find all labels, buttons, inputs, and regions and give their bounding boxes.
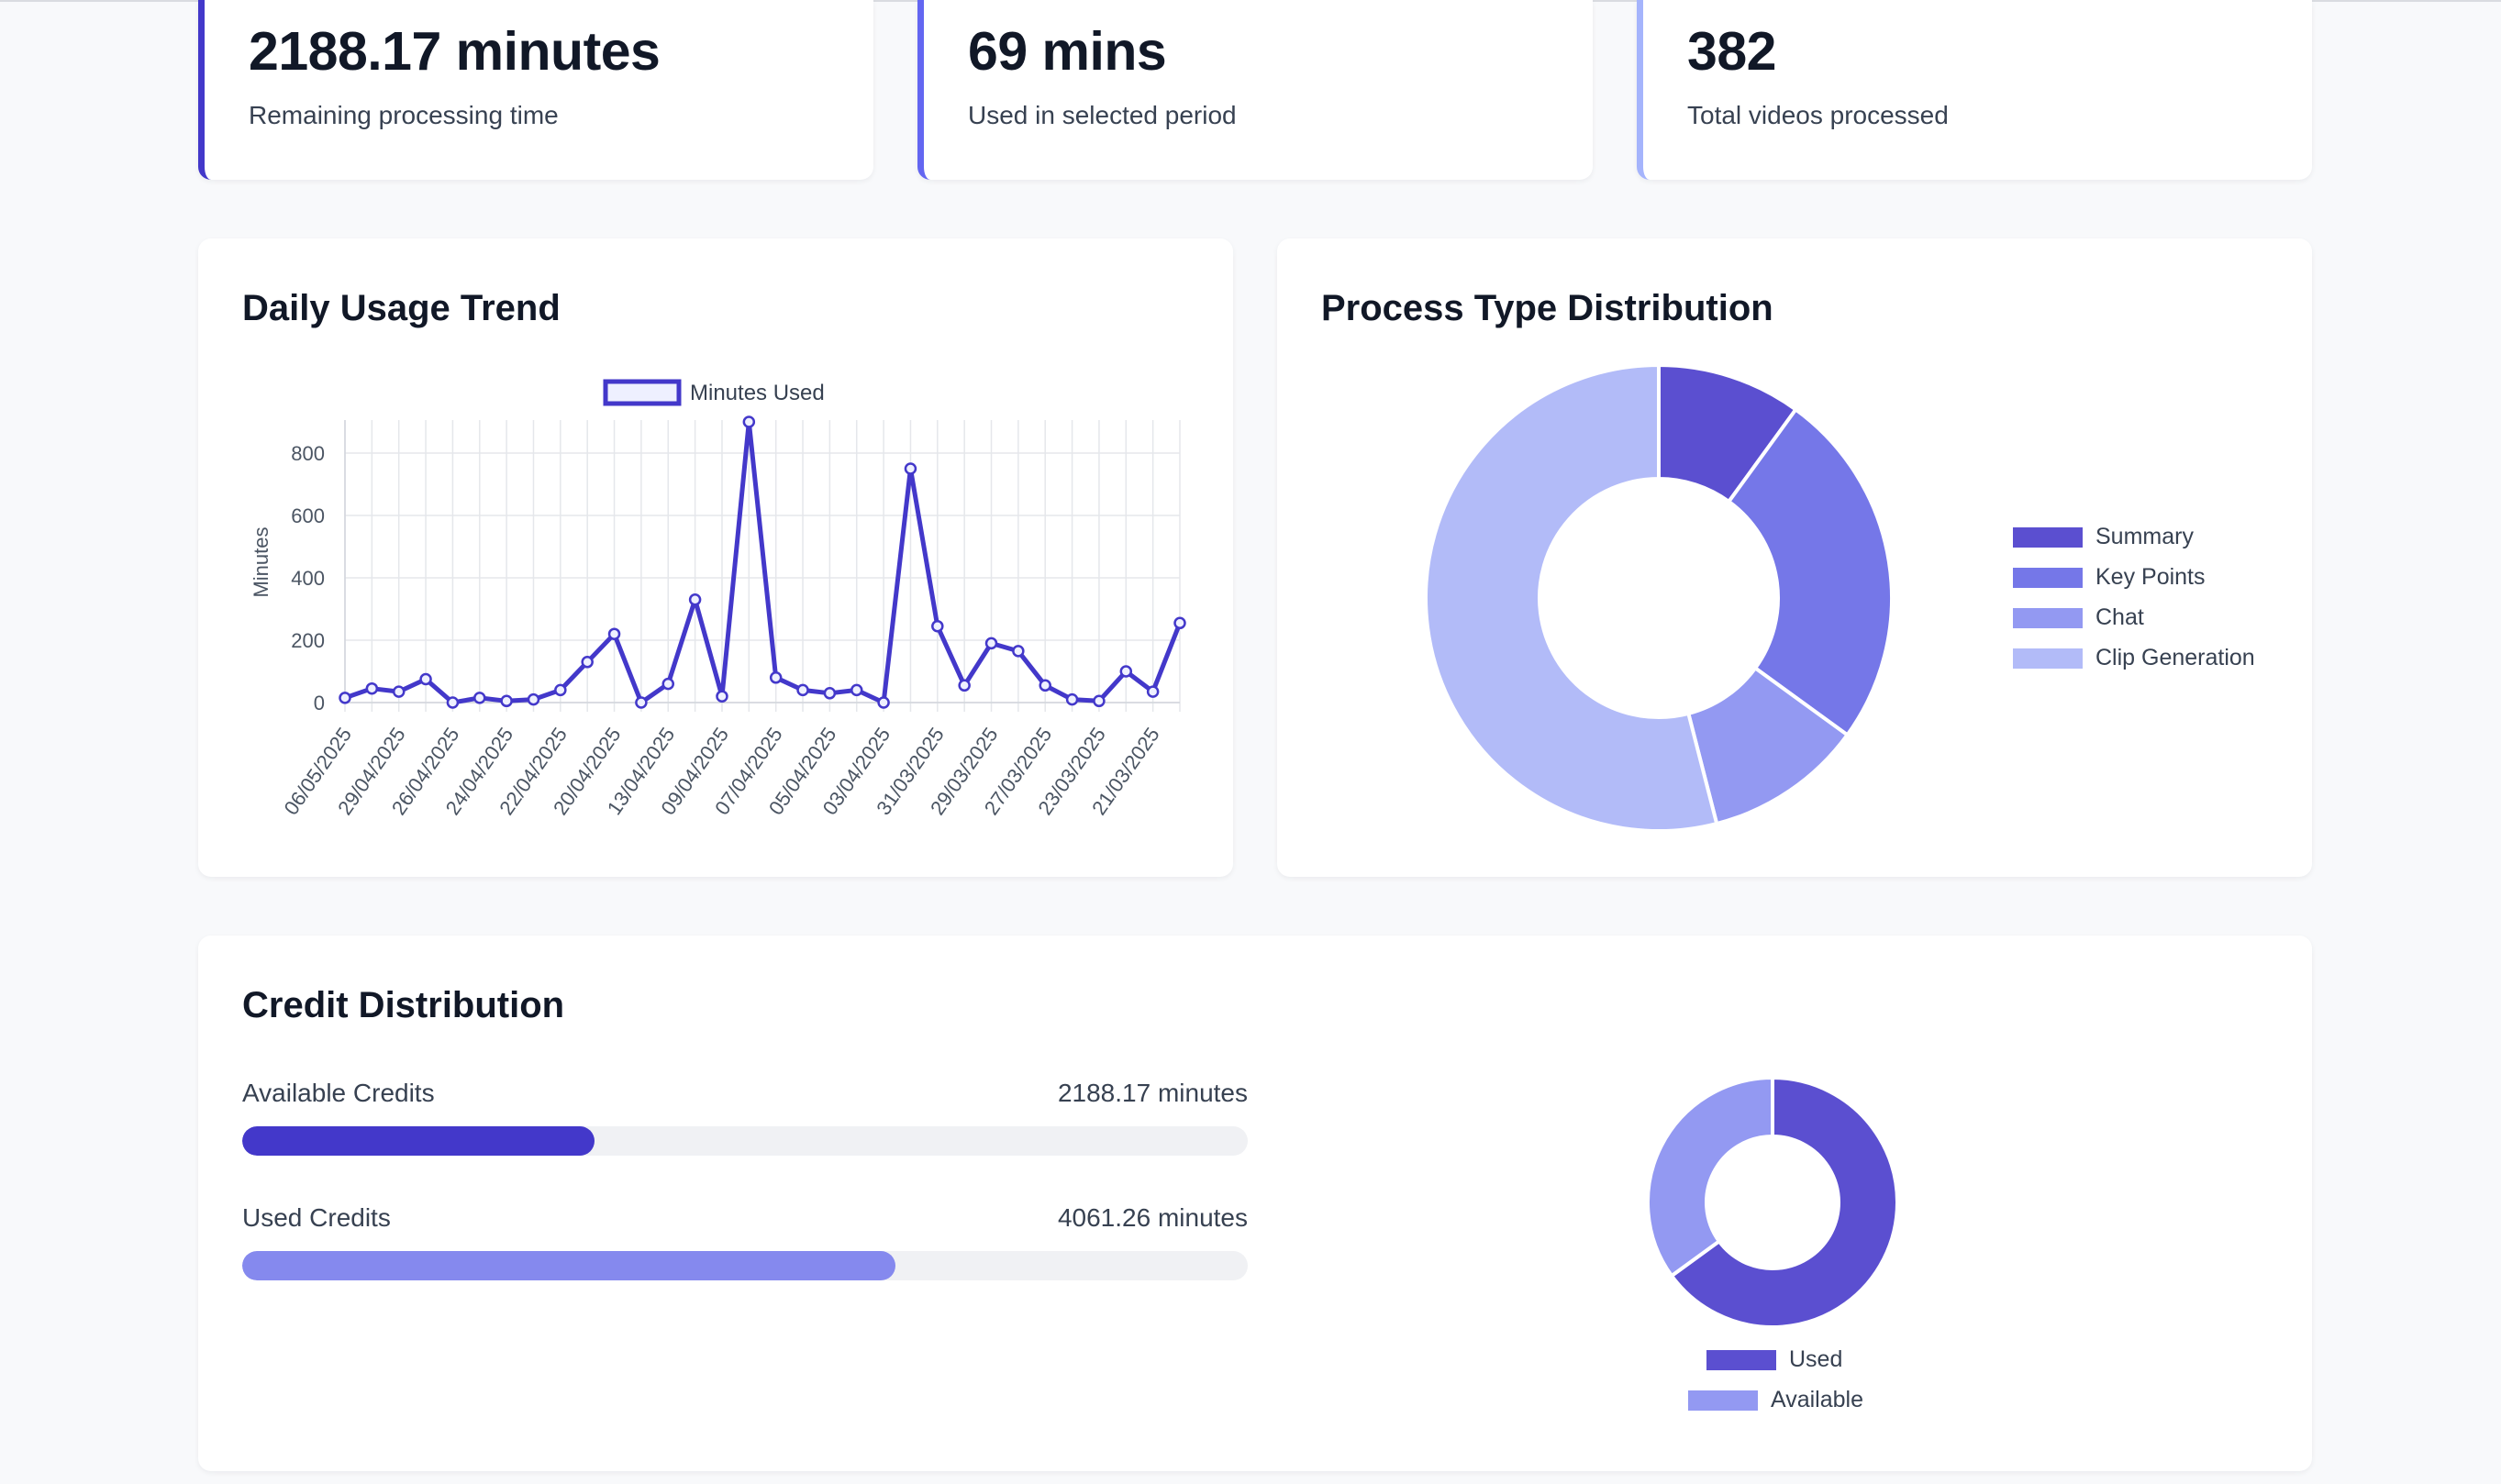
data-point — [1039, 679, 1051, 692]
data-point — [904, 462, 917, 475]
legend-swatch — [1706, 1349, 1776, 1370]
data-point — [527, 692, 540, 706]
credit-slice-available — [1646, 1075, 1774, 1279]
legend-label: Key Points — [2095, 564, 2206, 590]
data-point — [877, 696, 890, 709]
data-point — [769, 671, 783, 684]
legend-item-clip-generation[interactable]: Clip Generation — [2013, 645, 2255, 671]
credit-title: Credit Distribution — [242, 985, 565, 1025]
available-credits-value: 2188.17 minutes — [1057, 1079, 1248, 1107]
credit-slice-used — [1669, 1075, 1899, 1329]
legend-item-summary[interactable]: Summary — [2013, 524, 2194, 550]
legend-label: Used — [1789, 1346, 1843, 1372]
legend-swatch — [603, 379, 682, 406]
legend-swatch — [2013, 526, 2083, 548]
y-tick-label: 200 — [291, 629, 325, 652]
data-point — [581, 656, 594, 669]
data-point — [419, 672, 432, 686]
credit-donut — [1646, 1075, 1899, 1329]
data-point — [1065, 692, 1079, 706]
used-credits-label: Used Credits — [242, 1203, 391, 1232]
legend-item-used[interactable]: Used — [1706, 1346, 1842, 1373]
data-point — [607, 627, 621, 640]
stat-card-used: 69 mins Used in selected period — [917, 0, 1593, 180]
data-point — [796, 683, 809, 697]
data-point — [742, 415, 756, 428]
y-axis-label: Minutes — [250, 526, 272, 597]
total-videos-value: 382 — [1687, 21, 1776, 82]
y-tick-label: 400 — [291, 567, 325, 590]
data-point — [688, 593, 702, 606]
used-credits-value: 4061.26 minutes — [1057, 1203, 1248, 1232]
used-period-value: 69 mins — [968, 21, 1167, 82]
data-point — [635, 696, 648, 709]
legend-item-available[interactable]: Available — [1688, 1387, 1863, 1413]
data-point — [1146, 685, 1160, 698]
process-slice-key-points — [1726, 406, 1894, 738]
data-point — [392, 685, 406, 698]
legend-swatch — [2013, 607, 2083, 628]
daily-usage-chart: 020040060080006/05/202529/04/202526/04/2… — [250, 379, 1186, 819]
y-tick-label: 800 — [291, 442, 325, 465]
used-period-label: Used in selected period — [968, 101, 1237, 129]
data-point — [850, 683, 863, 697]
legend-label: Clip Generation — [2095, 645, 2255, 670]
y-tick-label: 0 — [314, 692, 325, 714]
available-credits-bar — [242, 1126, 1248, 1156]
credit-panel: Credit Distribution Available Credits 21… — [198, 936, 2312, 1471]
data-point — [931, 619, 944, 633]
data-point — [958, 679, 971, 692]
legend-label: Available — [1771, 1387, 1864, 1412]
data-point — [500, 694, 513, 708]
daily-usage-title: Daily Usage Trend — [242, 288, 561, 328]
data-point — [339, 692, 351, 704]
data-point — [365, 681, 379, 695]
data-point — [473, 692, 486, 704]
data-point — [823, 687, 837, 700]
available-credits-fill — [242, 1126, 595, 1156]
data-point — [1119, 665, 1133, 678]
remaining-time-label: Remaining processing time — [249, 101, 559, 129]
data-point — [661, 677, 675, 691]
legend-item-key-points[interactable]: Key Points — [2013, 564, 2206, 591]
stat-card-videos: 382 Total videos processed — [1637, 0, 2312, 180]
legend-label: Summary — [2095, 524, 2194, 549]
legend-label: Chat — [2095, 604, 2144, 630]
data-point — [1093, 694, 1106, 708]
data-point — [984, 637, 998, 650]
available-credits-label: Available Credits — [242, 1079, 435, 1107]
process-type-donut — [1424, 362, 1894, 833]
legend-label: Minutes Used — [690, 381, 825, 405]
data-point — [1012, 645, 1025, 658]
used-credits-bar — [242, 1251, 1248, 1280]
process-type-title: Process Type Distribution — [1321, 288, 1773, 328]
stat-card-remaining: 2188.17 minutes Remaining processing tim… — [198, 0, 873, 180]
legend-swatch — [1688, 1390, 1758, 1411]
process-slice-clip-generation — [1424, 362, 1719, 833]
data-point — [554, 683, 567, 697]
data-point — [716, 690, 728, 703]
series-line — [344, 419, 1183, 705]
used-credits-fill — [242, 1251, 896, 1280]
process-type-panel: Process Type Distribution Summary Key Poi… — [1277, 238, 2312, 877]
data-point — [1173, 616, 1186, 630]
total-videos-label: Total videos processed — [1687, 101, 1949, 129]
y-tick-label: 600 — [291, 504, 325, 527]
daily-usage-panel: Daily Usage Trend 0 200 400 600 800 06/05/202… — [198, 238, 1233, 877]
remaining-time-value: 2188.17 minutes — [249, 21, 661, 82]
legend-item-chat[interactable]: Chat — [2013, 604, 2144, 631]
legend-swatch — [2013, 648, 2083, 669]
data-point — [446, 696, 460, 709]
legend-swatch — [2013, 567, 2083, 588]
